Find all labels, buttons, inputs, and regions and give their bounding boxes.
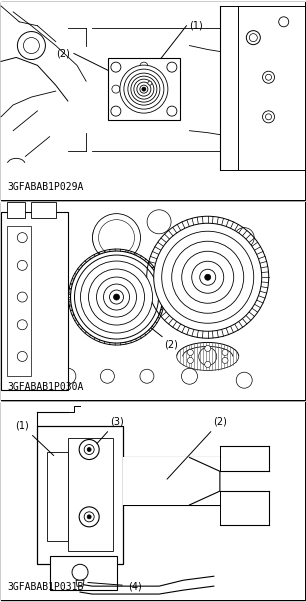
Circle shape: [110, 290, 124, 304]
Circle shape: [199, 347, 217, 365]
Circle shape: [263, 111, 274, 123]
Circle shape: [279, 17, 289, 27]
Text: (3): (3): [97, 417, 123, 444]
Bar: [1, 402, 305, 600]
Circle shape: [249, 34, 257, 42]
Circle shape: [87, 447, 91, 452]
Circle shape: [172, 241, 244, 313]
Bar: [47, 452, 68, 541]
Circle shape: [84, 444, 94, 455]
Circle shape: [181, 368, 197, 384]
Bar: [1, 202, 305, 400]
Circle shape: [266, 114, 271, 120]
Bar: [7, 226, 32, 376]
Polygon shape: [76, 580, 84, 586]
Circle shape: [182, 251, 234, 303]
Circle shape: [140, 85, 148, 93]
Bar: [108, 58, 180, 120]
Circle shape: [111, 106, 121, 116]
Circle shape: [140, 62, 148, 70]
Circle shape: [75, 255, 159, 339]
Bar: [7, 202, 25, 218]
Circle shape: [120, 65, 168, 113]
Circle shape: [112, 85, 120, 93]
Circle shape: [17, 320, 27, 330]
Circle shape: [100, 369, 114, 383]
Circle shape: [205, 275, 211, 281]
Circle shape: [167, 106, 177, 116]
Bar: [123, 458, 220, 505]
Text: (2): (2): [167, 417, 227, 479]
Circle shape: [263, 71, 274, 83]
Bar: [1, 2, 305, 200]
Circle shape: [147, 210, 171, 234]
Circle shape: [128, 73, 160, 105]
Text: (1): (1): [189, 20, 203, 31]
Circle shape: [99, 220, 135, 256]
Bar: [68, 438, 114, 550]
Circle shape: [79, 507, 99, 527]
Bar: [1, 402, 305, 600]
Circle shape: [17, 260, 27, 270]
Circle shape: [167, 62, 177, 72]
Circle shape: [88, 269, 144, 325]
Circle shape: [246, 31, 260, 45]
Circle shape: [111, 62, 121, 72]
Circle shape: [17, 232, 27, 243]
Circle shape: [124, 69, 164, 109]
Circle shape: [236, 372, 252, 388]
Circle shape: [142, 87, 146, 91]
Text: 3GFABAB1P031B: 3GFABAB1P031B: [7, 582, 84, 592]
Circle shape: [187, 349, 193, 355]
Bar: [1, 202, 305, 400]
Circle shape: [131, 76, 157, 102]
Circle shape: [162, 231, 254, 323]
Circle shape: [148, 81, 152, 85]
Bar: [1, 2, 305, 200]
Circle shape: [17, 352, 27, 361]
Text: (2): (2): [56, 49, 70, 58]
Circle shape: [87, 515, 91, 519]
Circle shape: [154, 223, 262, 331]
Circle shape: [96, 277, 136, 317]
Circle shape: [70, 251, 162, 343]
Circle shape: [140, 369, 154, 383]
Circle shape: [134, 79, 154, 99]
Circle shape: [114, 294, 120, 300]
Circle shape: [80, 261, 152, 333]
Text: (1): (1): [15, 421, 54, 456]
Circle shape: [192, 261, 224, 293]
Circle shape: [266, 74, 271, 80]
Text: (2): (2): [164, 340, 178, 350]
Bar: [37, 426, 123, 564]
Bar: [1, 212, 68, 390]
Circle shape: [103, 284, 129, 310]
Circle shape: [72, 564, 88, 580]
Text: 3GFABAB1P029A: 3GFABAB1P029A: [7, 182, 84, 192]
Circle shape: [17, 31, 45, 60]
Circle shape: [187, 358, 193, 364]
Circle shape: [205, 346, 211, 352]
Bar: [32, 202, 56, 218]
Circle shape: [92, 214, 140, 262]
Circle shape: [222, 349, 228, 355]
Circle shape: [60, 368, 76, 384]
Circle shape: [205, 361, 211, 367]
Circle shape: [79, 439, 99, 459]
Circle shape: [92, 220, 129, 256]
Circle shape: [23, 37, 39, 54]
Circle shape: [234, 228, 254, 247]
Text: (4): (4): [88, 581, 142, 591]
Circle shape: [222, 358, 228, 364]
Circle shape: [84, 512, 94, 522]
Text: 3GFABAB1P030A: 3GFABAB1P030A: [7, 382, 84, 392]
Circle shape: [200, 269, 216, 285]
Bar: [50, 556, 117, 590]
Circle shape: [17, 292, 27, 302]
Circle shape: [137, 82, 151, 96]
